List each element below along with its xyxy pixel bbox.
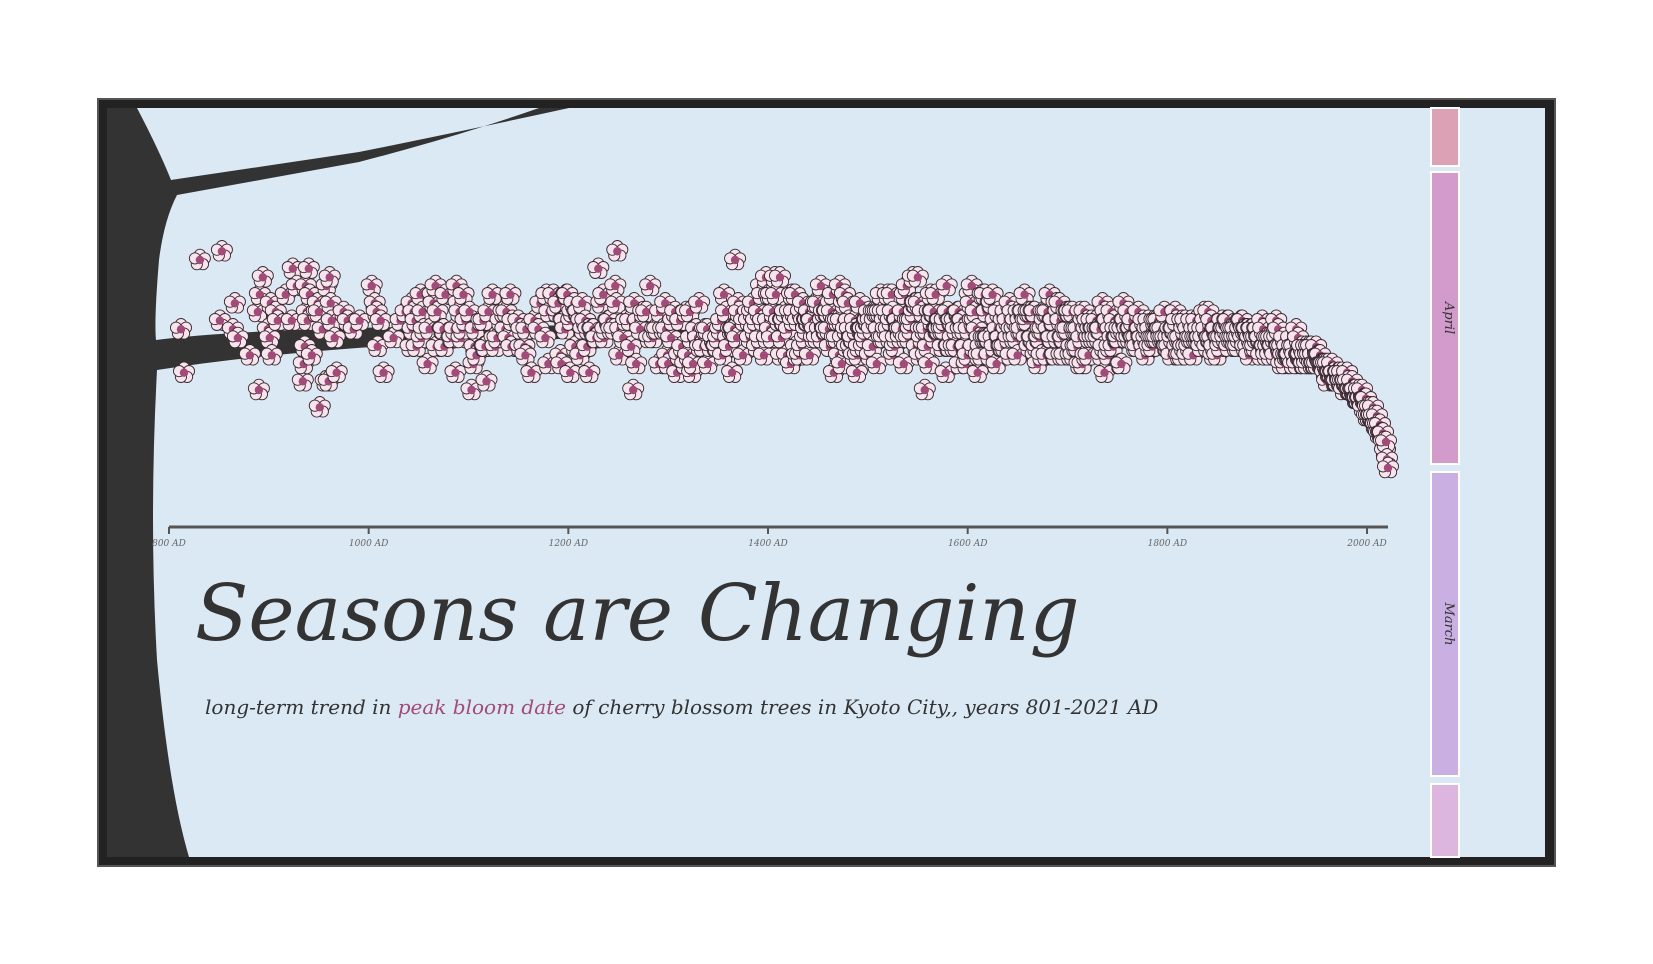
x-tick-label: 800 AD — [152, 539, 186, 549]
blossom-point — [372, 361, 395, 383]
blossom-point — [721, 361, 744, 383]
blossom-point — [247, 378, 270, 401]
blossom-point — [688, 292, 711, 314]
blossom-point — [188, 248, 211, 271]
sky-background — [107, 108, 1545, 857]
x-axis: 800 AD 1000 AD 1200 AD 1400 AD 1600 AD 1800 A… — [152, 525, 1388, 549]
x-tick-label: 1800 AD — [1148, 539, 1187, 549]
month-bands: April March — [1430, 107, 1460, 858]
subtitle-before: long-term trend in — [205, 695, 398, 719]
blossom-point — [223, 292, 246, 314]
blossom-point — [981, 283, 1004, 305]
blossom-point — [1375, 430, 1397, 453]
blossom-point — [475, 370, 498, 392]
blossom-point — [1377, 456, 1399, 479]
blossom-point — [481, 283, 504, 305]
blossom-point — [308, 396, 331, 418]
blossom-point — [210, 240, 233, 262]
x-tick-label: 1200 AD — [549, 539, 588, 549]
blossom-point — [360, 274, 383, 297]
chart-frame: 800 AD 1000 AD 1200 AD 1400 AD 1600 AD 1800 A… — [97, 98, 1556, 867]
month-band-label: April — [1441, 301, 1456, 334]
blossom-points — [170, 240, 1399, 479]
blossom-point — [935, 274, 958, 297]
x-tick-label: 1000 AD — [349, 539, 388, 549]
blossom-point — [1110, 352, 1133, 375]
blossom-point — [238, 344, 261, 366]
blossom-point — [297, 257, 320, 279]
blossom-point — [426, 300, 449, 323]
x-tick-label: 2000 AD — [1346, 539, 1386, 549]
blossom-point — [769, 266, 791, 288]
blossom-point — [173, 361, 195, 383]
blossom-point — [620, 335, 643, 357]
blossom-point — [639, 274, 662, 297]
month-band — [1430, 107, 1460, 167]
blossom-point — [366, 335, 389, 357]
subtitle-after: of cherry blossom trees in Kyoto City,, … — [566, 695, 1158, 719]
x-tick-label: 1400 AD — [748, 539, 787, 549]
blossom-point — [444, 361, 467, 383]
blossom-point — [578, 361, 601, 383]
blossom-point — [608, 344, 631, 366]
blossom-point — [499, 283, 522, 305]
chart-title: Seasons are Changing — [195, 569, 1080, 659]
blossom-point — [170, 318, 192, 340]
blossom-point — [604, 274, 627, 297]
blossom-point — [520, 361, 543, 383]
blossom-point — [1013, 283, 1036, 305]
blossom-point — [798, 344, 821, 366]
blossom-point — [248, 283, 271, 305]
blossom-point — [571, 292, 594, 314]
blossom-point — [587, 257, 610, 279]
blossom-point — [318, 266, 341, 288]
month-band — [1430, 471, 1460, 777]
x-tick-label: 1600 AD — [948, 539, 987, 549]
blossom-point — [226, 326, 249, 349]
blossom-point — [534, 326, 557, 349]
blossom-point — [323, 326, 346, 349]
blossom-point — [906, 266, 929, 288]
blossom-point — [924, 283, 947, 305]
blossom-point — [260, 344, 283, 366]
month-band — [1430, 171, 1460, 465]
blossom-point — [913, 378, 936, 401]
blossom-point — [460, 378, 483, 401]
blossom-point — [251, 266, 274, 288]
blossom-point — [514, 344, 537, 366]
blossom-point — [724, 248, 747, 271]
tree-silhouette — [107, 108, 859, 857]
chart-subtitle: long-term trend in peak bloom date of ch… — [205, 695, 1158, 719]
month-band — [1430, 783, 1460, 858]
blossom-point — [452, 283, 475, 305]
cherry-blossom-chart: 800 AD 1000 AD 1200 AD 1400 AD 1600 AD 1800 A… — [107, 107, 1545, 858]
blossom-point — [382, 326, 405, 349]
blossom-point — [325, 361, 348, 383]
blossom-point — [559, 361, 582, 383]
blossom-point — [606, 240, 629, 262]
blossom-point — [348, 309, 371, 331]
blossom-point — [985, 352, 1008, 375]
blossom-point — [625, 352, 648, 375]
month-band-label: March — [1441, 602, 1456, 646]
subtitle-highlight: peak bloom date — [398, 695, 566, 719]
blossom-point — [622, 378, 645, 401]
blossom-point — [280, 309, 303, 331]
blossom-point — [830, 352, 853, 375]
blossom-point — [433, 335, 456, 357]
blossom-point — [865, 352, 888, 375]
blossom-point — [300, 344, 323, 366]
blossom-point — [369, 309, 392, 331]
